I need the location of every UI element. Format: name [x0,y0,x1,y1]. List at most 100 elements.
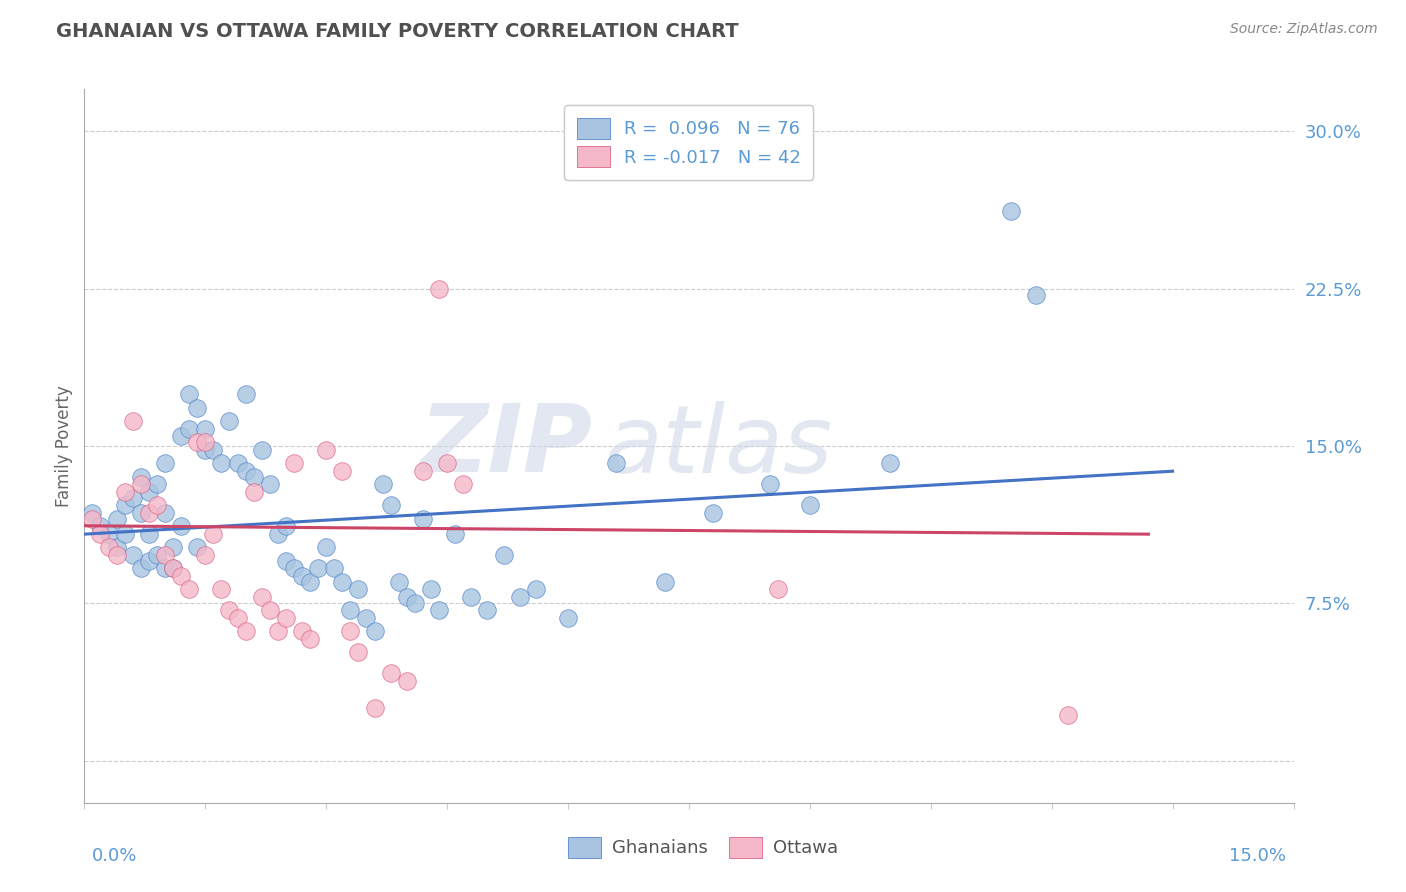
Point [202,527,225,541]
Point [363,624,385,638]
Point [347,645,370,659]
Legend: R =  0.096   N = 76, R = -0.017   N = 42: R = 0.096 N = 76, R = -0.017 N = 42 [564,105,814,179]
Point [436,456,458,470]
Point [146,498,169,512]
Point [404,596,426,610]
Point [363,701,385,715]
Point [138,506,160,520]
Point [97,527,120,541]
Point [315,540,337,554]
Point [477,603,499,617]
Point [605,456,627,470]
Point [451,476,474,491]
Point [162,540,184,554]
Point [121,548,143,562]
Point [242,485,264,500]
Point [153,548,176,562]
Point [330,464,353,478]
Point [307,560,329,574]
Point [235,464,257,478]
Point [179,422,201,436]
Point [194,443,217,458]
Point [259,476,281,491]
Point [427,603,450,617]
Point [259,603,281,617]
Point [412,512,434,526]
Legend: Ghanaians, Ottawa: Ghanaians, Ottawa [561,830,845,865]
Point [395,674,418,689]
Point [267,624,290,638]
Point [218,603,240,617]
Point [1025,288,1047,302]
Point [129,470,152,484]
Point [218,414,240,428]
Point [395,590,418,604]
Point [283,560,305,574]
Point [153,506,176,520]
Point [129,476,152,491]
Point [121,414,143,428]
Point [105,540,128,554]
Point [492,548,515,562]
Point [194,434,217,449]
Point [105,512,128,526]
Point [186,401,208,416]
Text: ZIP: ZIP [419,400,592,492]
Point [179,582,201,596]
Point [412,464,434,478]
Point [420,582,443,596]
Point [315,443,337,458]
Point [226,611,249,625]
Point [162,560,184,574]
Point [427,282,450,296]
Text: GHANAIAN VS OTTAWA FAMILY POVERTY CORRELATION CHART: GHANAIAN VS OTTAWA FAMILY POVERTY CORREL… [56,22,740,41]
Point [138,554,160,568]
Point [186,540,208,554]
Point [82,512,104,526]
Point [799,498,821,512]
Point [138,485,160,500]
Point [371,476,394,491]
Point [209,582,232,596]
Point [460,590,482,604]
Point [524,582,547,596]
Point [209,456,232,470]
Point [114,527,136,541]
Point [758,476,780,491]
Point [339,603,361,617]
Point [291,569,314,583]
Point [339,624,361,638]
Point [1000,203,1022,218]
Point [170,569,193,583]
Point [444,527,467,541]
Point [250,590,273,604]
Point [299,632,322,646]
Point [153,560,176,574]
Point [97,540,120,554]
Point [194,548,217,562]
Point [235,386,257,401]
Point [121,491,143,506]
Point [766,582,789,596]
Point [82,506,104,520]
Point [146,548,169,562]
Point [105,548,128,562]
Point [299,575,322,590]
Point [138,527,160,541]
Point [380,498,402,512]
Point [283,456,305,470]
Point [114,485,136,500]
Point [129,506,152,520]
Point [330,575,353,590]
Point [146,476,169,491]
Point [274,554,297,568]
Point [202,443,225,458]
Point [1056,707,1078,722]
Text: 15.0%: 15.0% [1229,847,1286,865]
Point [129,560,152,574]
Point [509,590,531,604]
Point [879,456,901,470]
Point [235,624,257,638]
Point [356,611,378,625]
Point [347,582,370,596]
